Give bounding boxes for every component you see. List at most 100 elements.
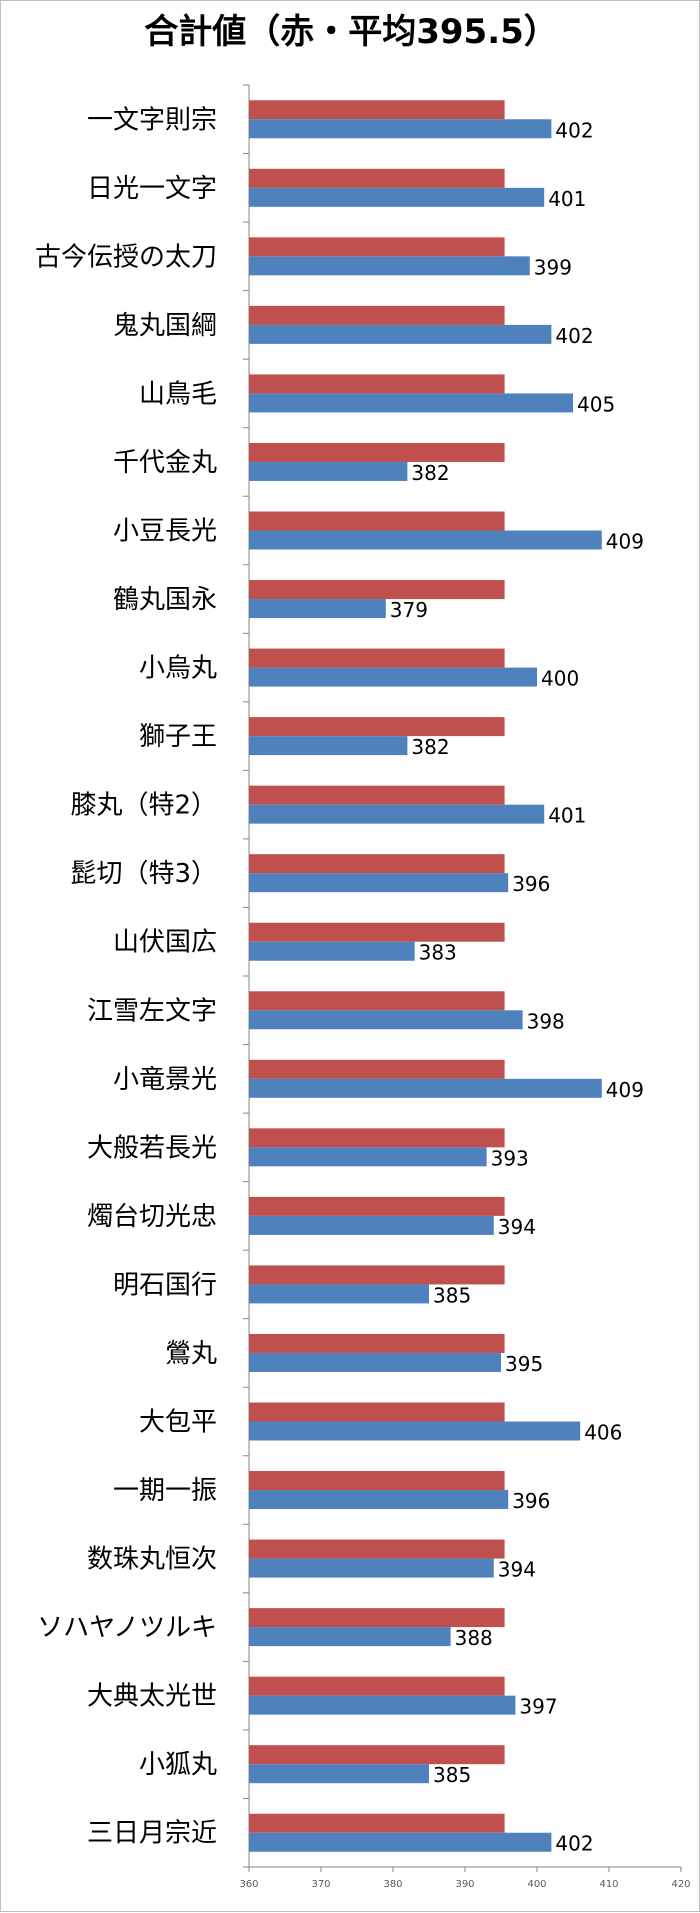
value-bar xyxy=(249,1558,494,1578)
category-label: 山鳥毛 xyxy=(139,379,217,409)
category-label: 燭台切光忠 xyxy=(87,1202,217,1232)
value-bar xyxy=(249,941,415,961)
average-bar xyxy=(249,854,505,874)
data-label: 402 xyxy=(555,118,593,142)
category-label: 日光一文字 xyxy=(87,174,217,204)
data-label: 400 xyxy=(541,667,579,691)
category-label: 千代金丸 xyxy=(113,448,217,478)
x-tick-label: 380 xyxy=(383,1879,402,1890)
average-bar xyxy=(249,1539,505,1559)
value-bar xyxy=(249,461,408,481)
category-label: 一文字則宗 xyxy=(87,105,217,135)
value-bar xyxy=(249,119,552,139)
data-label: 409 xyxy=(606,530,644,554)
category-label: 一期一振 xyxy=(113,1476,217,1506)
average-bar xyxy=(249,922,505,942)
category-label: 大般若長光 xyxy=(87,1133,217,1163)
category-label: 膝丸（特2） xyxy=(70,791,217,821)
value-bar xyxy=(249,1695,516,1715)
data-label: 395 xyxy=(505,1352,543,1376)
data-label: 383 xyxy=(419,941,457,965)
average-bar xyxy=(249,1333,505,1353)
average-bar xyxy=(249,648,505,668)
average-bar xyxy=(249,1402,505,1422)
average-bar xyxy=(249,168,505,188)
average-bar xyxy=(249,785,505,805)
value-bar xyxy=(249,187,545,207)
value-bar xyxy=(249,324,552,344)
data-label: 401 xyxy=(548,804,586,828)
average-bar xyxy=(249,991,505,1011)
category-label: 三日月宗近 xyxy=(87,1819,217,1849)
value-bar xyxy=(249,1352,501,1372)
category-label: 江雪左文字 xyxy=(87,996,217,1026)
value-bar xyxy=(249,1078,602,1098)
data-label: 409 xyxy=(606,1078,644,1102)
value-bar xyxy=(249,1010,523,1030)
average-bar xyxy=(249,1265,505,1285)
data-label: 406 xyxy=(584,1421,622,1445)
data-label: 405 xyxy=(577,392,615,416)
data-label: 396 xyxy=(512,1489,550,1513)
average-bar xyxy=(249,305,505,325)
average-bar xyxy=(249,1196,505,1216)
value-bar xyxy=(249,393,573,413)
category-label: ソハヤノツルキ xyxy=(37,1613,217,1643)
category-label: 小豆長光 xyxy=(113,517,217,547)
category-label: 小竜景光 xyxy=(113,1065,217,1095)
data-label: 382 xyxy=(411,461,449,485)
x-tick-label: 400 xyxy=(527,1879,546,1890)
average-bar xyxy=(249,1676,505,1696)
x-tick-label: 370 xyxy=(311,1879,330,1890)
data-label: 398 xyxy=(527,1009,565,1033)
value-bar xyxy=(249,599,386,619)
data-label: 394 xyxy=(498,1215,536,1239)
category-label: 古今伝授の太刀 xyxy=(35,242,217,272)
category-label: 獅子王 xyxy=(139,722,217,752)
value-bar xyxy=(249,1421,581,1441)
average-bar xyxy=(249,717,505,737)
average-bar xyxy=(249,100,505,120)
value-bar xyxy=(249,873,509,893)
category-label: 鶴丸国永 xyxy=(113,585,217,615)
data-label: 393 xyxy=(491,1146,529,1170)
x-tick-label: 390 xyxy=(455,1879,474,1890)
category-label: 大包平 xyxy=(139,1408,217,1438)
data-label: 385 xyxy=(433,1283,471,1307)
category-label: 小狐丸 xyxy=(139,1750,217,1780)
value-bar xyxy=(249,804,545,824)
data-label: 385 xyxy=(433,1763,471,1787)
data-label: 382 xyxy=(411,735,449,759)
value-bar xyxy=(249,530,602,550)
average-bar xyxy=(249,1745,505,1765)
x-tick-label: 420 xyxy=(671,1879,690,1890)
average-bar xyxy=(249,511,505,531)
data-label: 399 xyxy=(534,255,572,279)
average-bar xyxy=(249,1813,505,1833)
data-label: 402 xyxy=(555,1832,593,1856)
average-bar xyxy=(249,1608,505,1628)
data-label: 396 xyxy=(512,872,550,896)
value-bar xyxy=(249,1832,552,1852)
data-label: 397 xyxy=(519,1695,557,1719)
average-bar xyxy=(249,1059,505,1079)
value-bar xyxy=(249,667,537,687)
category-label: 大典太光世 xyxy=(87,1682,217,1712)
value-bar xyxy=(249,1284,429,1304)
value-bar xyxy=(249,1627,451,1647)
value-bar xyxy=(249,1490,509,1510)
category-label: 鶯丸 xyxy=(165,1339,217,1369)
value-bar xyxy=(249,256,530,276)
average-bar xyxy=(249,442,505,462)
category-label: 明石国行 xyxy=(113,1270,217,1300)
average-bar xyxy=(249,1471,505,1491)
category-label: 鬼丸国綱 xyxy=(113,311,217,341)
value-bar xyxy=(249,1147,487,1167)
value-bar xyxy=(249,1215,494,1235)
average-bar xyxy=(249,237,505,257)
data-label: 394 xyxy=(498,1558,536,1582)
category-label: 髭切（特3） xyxy=(70,859,217,889)
x-tick-label: 360 xyxy=(239,1879,258,1890)
